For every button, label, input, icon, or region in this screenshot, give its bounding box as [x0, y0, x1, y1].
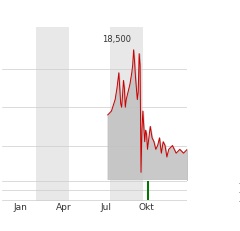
- Bar: [147, 181, 149, 200]
- Bar: [36, 180, 69, 201]
- Bar: [110, 28, 143, 180]
- Text: 15,300: 15,300: [104, 180, 133, 189]
- Text: Jan: Jan: [14, 202, 28, 211]
- Bar: [110, 180, 143, 201]
- Text: Apr: Apr: [56, 202, 71, 211]
- Bar: [36, 28, 69, 180]
- Text: 18,500: 18,500: [102, 35, 132, 44]
- Text: Jul: Jul: [100, 202, 111, 211]
- Text: Okt: Okt: [139, 202, 155, 211]
